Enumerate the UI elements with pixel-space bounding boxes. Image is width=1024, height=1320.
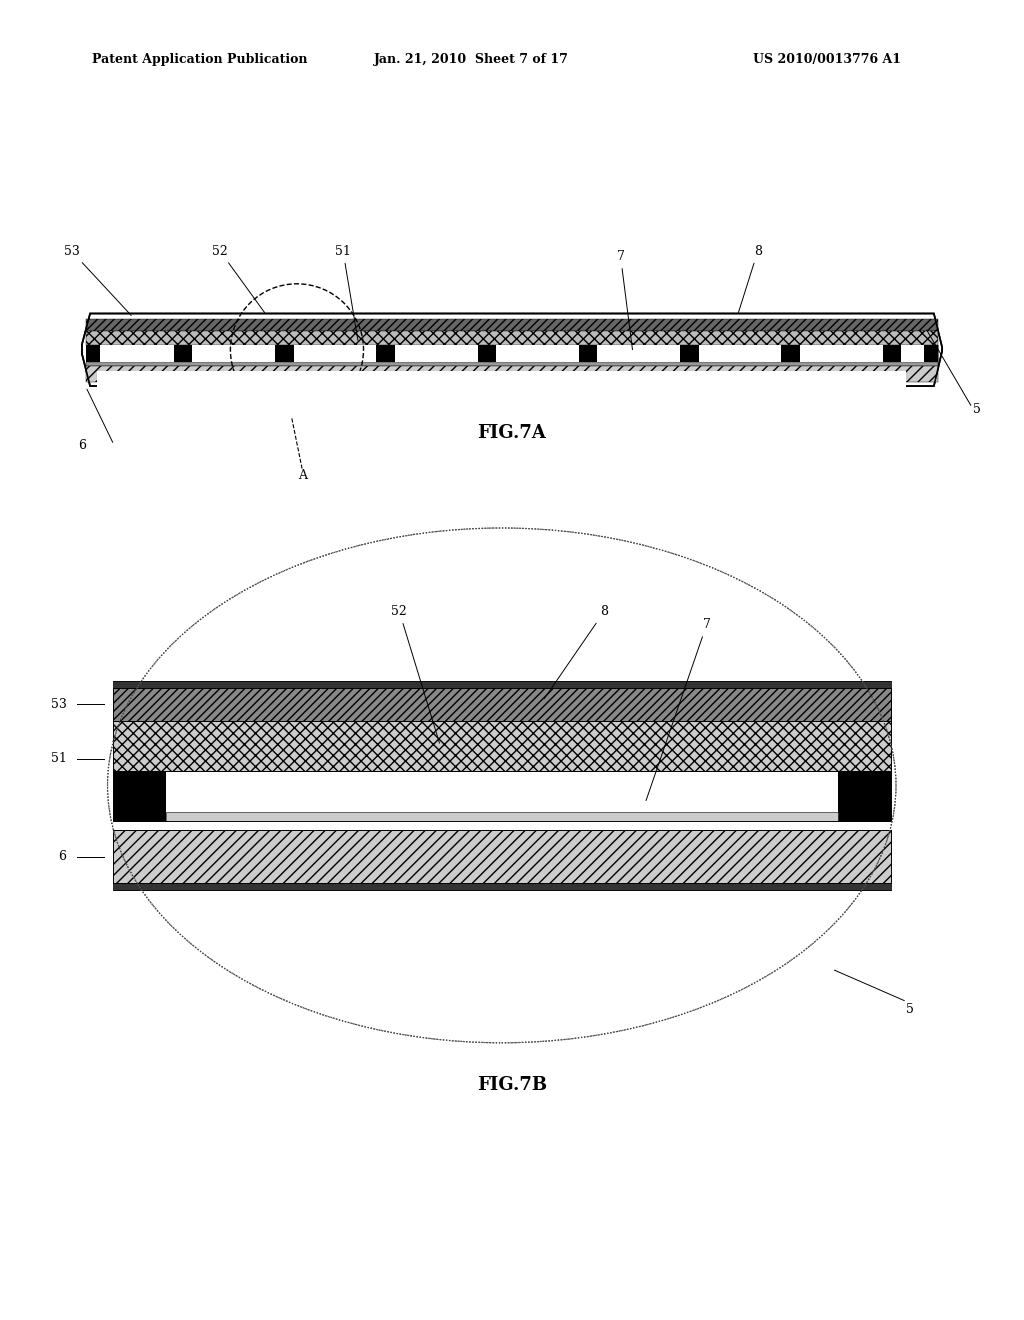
Bar <box>275 346 294 363</box>
Bar <box>100 346 174 363</box>
Text: 8: 8 <box>738 244 762 313</box>
Bar <box>97 371 906 529</box>
Bar <box>113 721 891 771</box>
Bar <box>86 346 938 363</box>
Text: 53: 53 <box>63 244 131 315</box>
Text: 6: 6 <box>78 438 86 451</box>
Bar <box>781 346 800 363</box>
Text: Patent Application Publication: Patent Application Publication <box>92 53 307 66</box>
Bar <box>838 771 891 821</box>
Bar <box>82 314 942 385</box>
Bar <box>579 346 597 363</box>
Bar <box>97 1041 906 1201</box>
Text: 5: 5 <box>973 403 981 416</box>
Text: US 2010/0013776 A1: US 2010/0013776 A1 <box>753 53 901 66</box>
Bar <box>924 346 938 363</box>
Bar <box>680 346 698 363</box>
Bar <box>377 346 395 363</box>
Text: 52: 52 <box>212 244 264 313</box>
Bar <box>0 462 108 1109</box>
Text: A: A <box>298 469 306 482</box>
Text: 7: 7 <box>646 618 711 801</box>
Text: 53: 53 <box>50 698 67 710</box>
Bar <box>896 462 1024 1109</box>
Text: 7: 7 <box>616 249 633 350</box>
Bar <box>86 363 938 367</box>
Text: 51: 51 <box>335 244 358 341</box>
Bar <box>86 331 938 346</box>
Text: 51: 51 <box>50 752 67 766</box>
Text: 8: 8 <box>545 605 608 698</box>
Text: FIG.7A: FIG.7A <box>477 424 547 442</box>
Polygon shape <box>82 314 942 385</box>
Bar <box>113 830 891 883</box>
Bar <box>800 346 883 363</box>
Bar <box>193 346 275 363</box>
Text: 52: 52 <box>391 605 439 743</box>
Text: 6: 6 <box>58 850 67 863</box>
Ellipse shape <box>108 528 896 1043</box>
Bar <box>113 681 891 688</box>
Bar <box>395 346 477 363</box>
Bar <box>698 346 781 363</box>
Text: Jan. 21, 2010  Sheet 7 of 17: Jan. 21, 2010 Sheet 7 of 17 <box>374 53 568 66</box>
Bar <box>597 346 680 363</box>
Bar <box>113 771 891 821</box>
Bar <box>113 688 891 721</box>
Bar <box>113 771 166 821</box>
Bar <box>86 367 938 383</box>
Bar <box>86 346 100 363</box>
Text: 5: 5 <box>906 1003 914 1016</box>
Bar <box>113 883 891 890</box>
Bar <box>496 346 579 363</box>
Bar <box>174 346 193 363</box>
Bar <box>901 346 924 363</box>
Bar <box>477 346 496 363</box>
Text: FIG.7B: FIG.7B <box>477 1076 547 1094</box>
Bar <box>883 346 901 363</box>
Bar <box>86 319 938 331</box>
Bar <box>294 346 377 363</box>
Bar <box>166 812 838 821</box>
